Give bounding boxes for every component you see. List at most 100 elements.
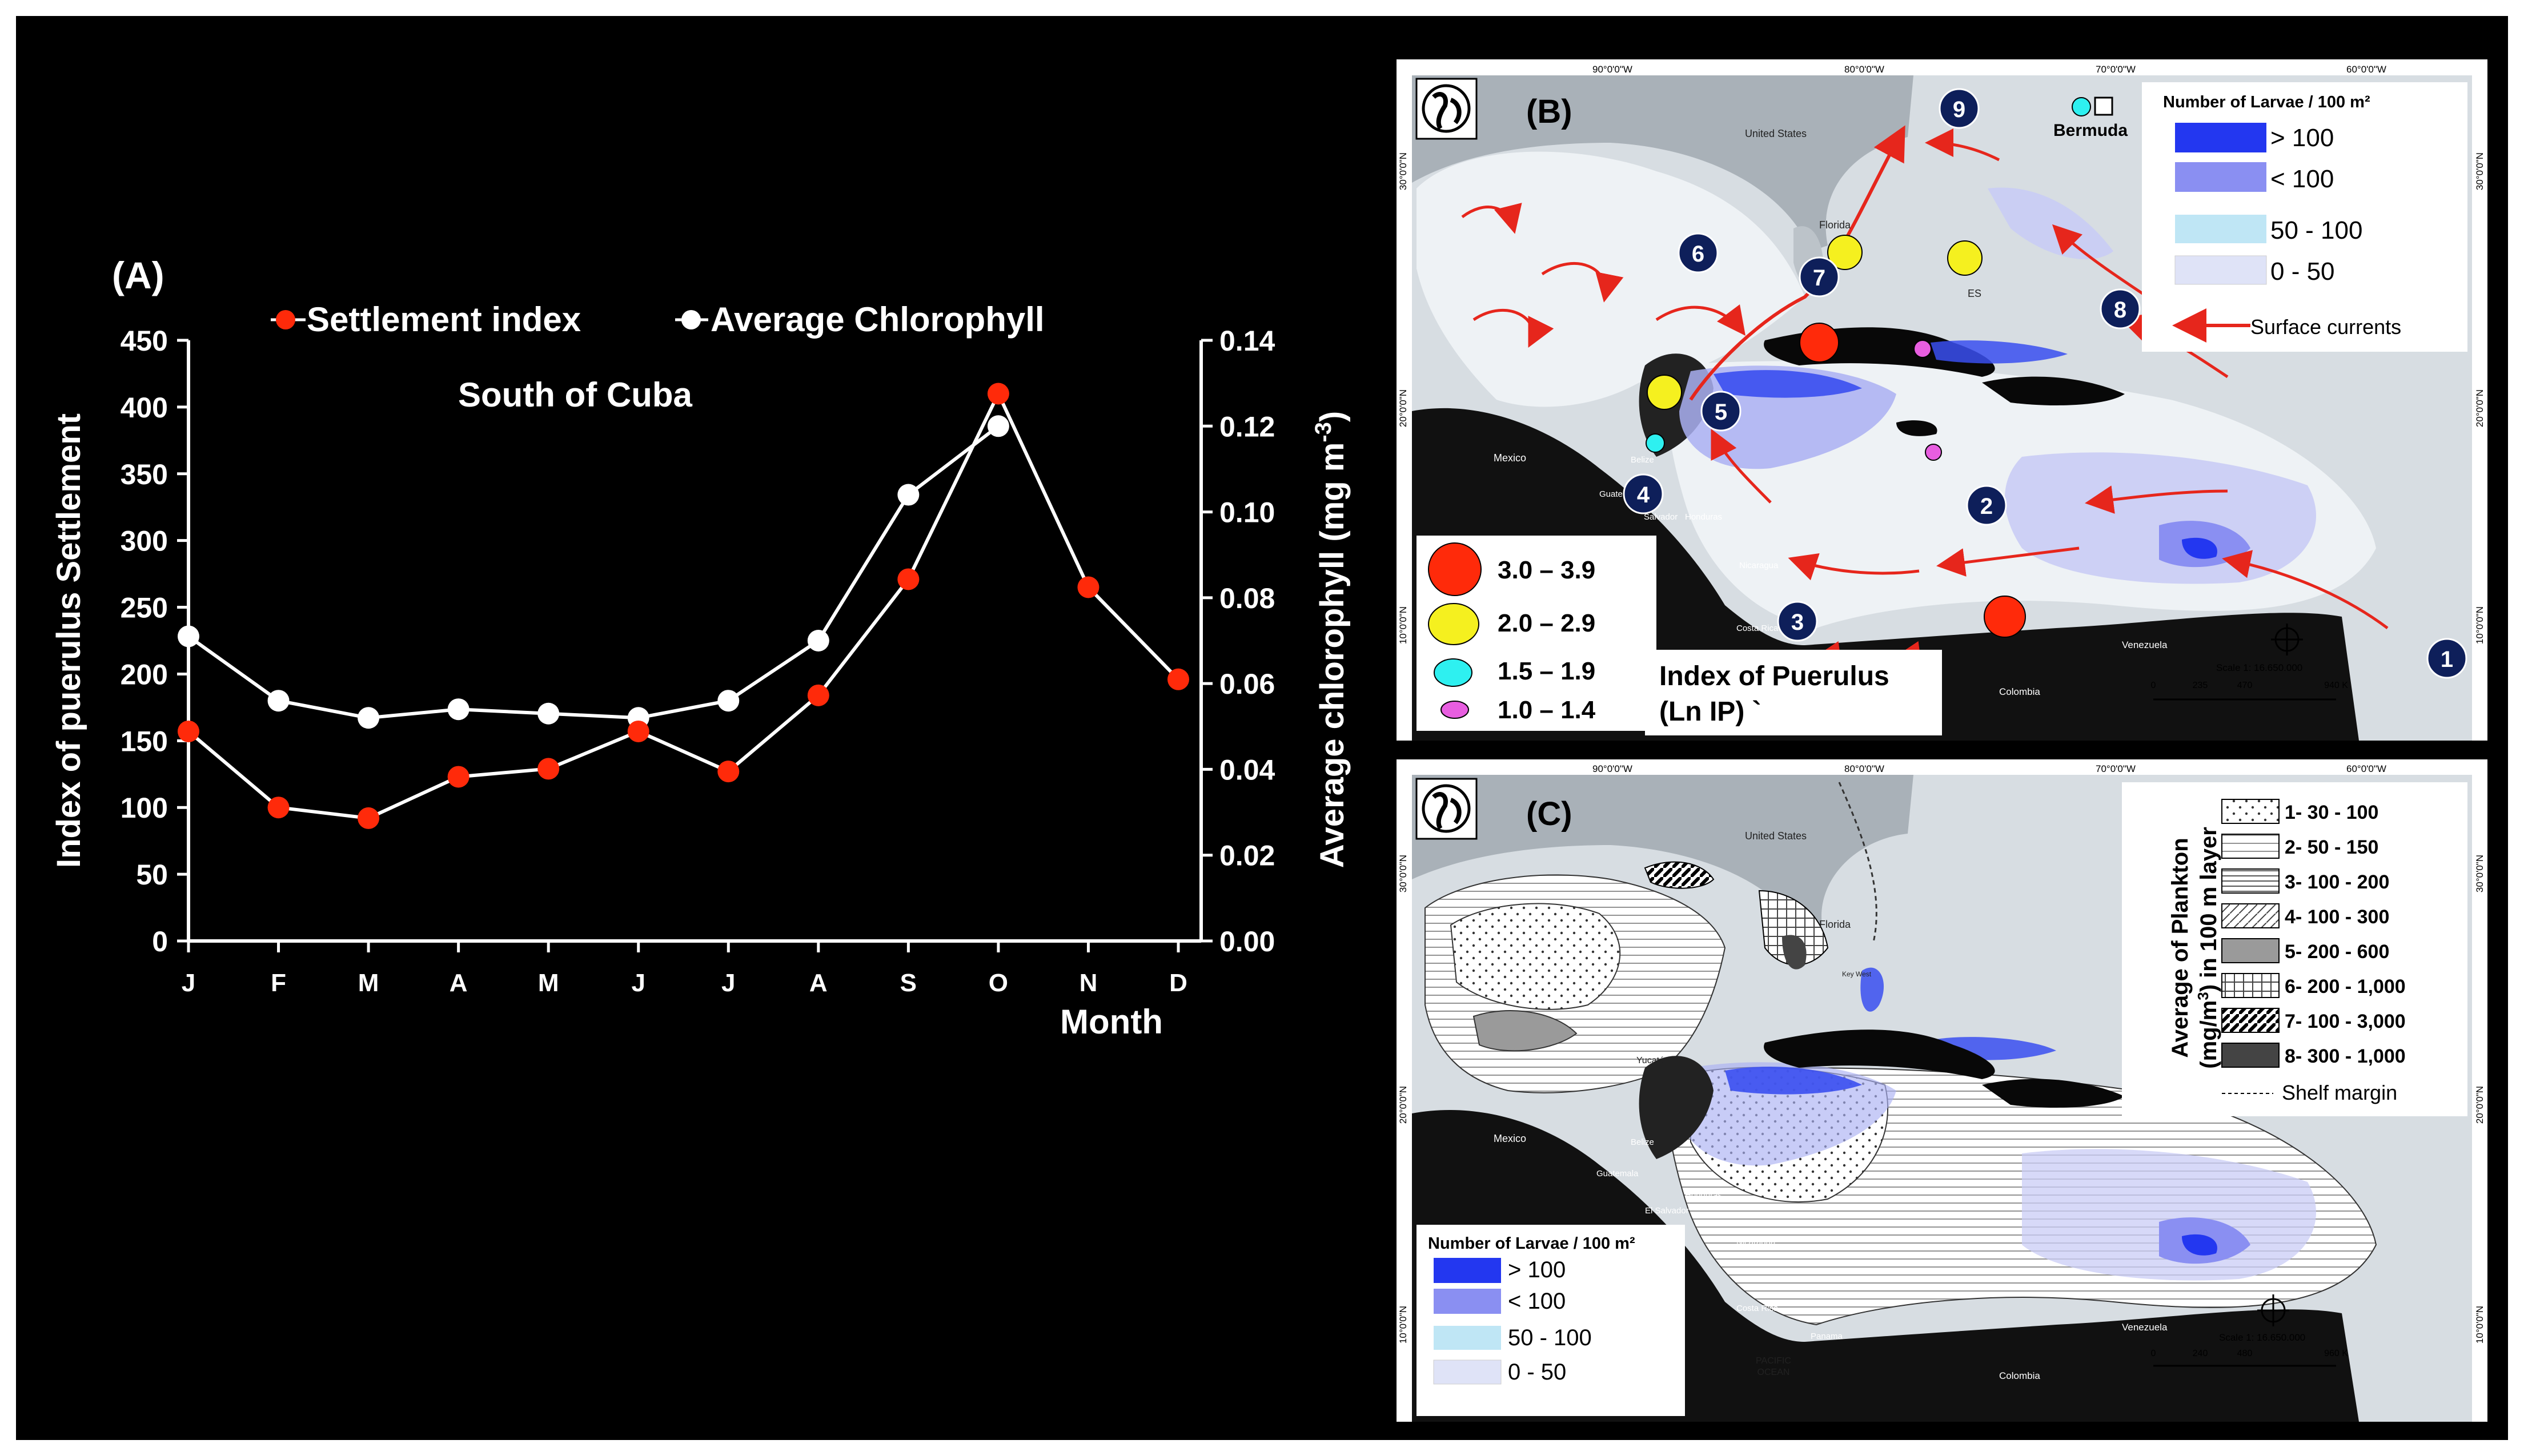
- plankton-legend-label: 2- 50 - 150: [2285, 836, 2378, 858]
- data-point: [627, 720, 649, 742]
- b-geo-salvador: Salvador: [1644, 512, 1678, 522]
- plankton-legend-label: 5- 200 - 600: [2285, 941, 2389, 963]
- data-point: [537, 758, 560, 780]
- right-tick-label: 0.10: [1219, 497, 1275, 529]
- left-tick-label: 200: [121, 658, 168, 690]
- series-line: [187, 424, 1000, 720]
- panel-b-jamaica-land: [1896, 420, 1937, 436]
- c-geo-florida: Florida: [1819, 919, 1851, 930]
- b-ip-label-1-5: 1.5 – 1.9: [1498, 657, 1595, 685]
- b-geo-costa-rica: Costa Rica: [1736, 624, 1779, 633]
- plankton-legend-label: 8- 300 - 1,000: [2285, 1045, 2406, 1067]
- c-geo-colombia: Colombia: [1999, 1370, 2040, 1381]
- panel-c-cuba-land: [1764, 1029, 1995, 1079]
- panel-b-usa-land: [1412, 75, 1913, 251]
- x-tick-label: S: [900, 969, 917, 997]
- c-scale-text: Scale 1: 16.650.000: [2219, 1332, 2305, 1343]
- right-y-axis-title-close: ): [1314, 411, 1351, 422]
- b-ip-title-box: [1645, 650, 1942, 735]
- c-larvae-legend: [1417, 1225, 1685, 1416]
- b-geo-es: ES: [1968, 288, 1981, 299]
- plankton-legend-swatch: [2221, 1008, 2280, 1033]
- b-ip-label-3: 3.0 – 3.9: [1498, 556, 1595, 584]
- data-point: [358, 707, 380, 729]
- b-scale-tick-2: 470: [2237, 681, 2253, 690]
- c-geo-venezuela: Venezuela: [2122, 1322, 2168, 1333]
- plankton-legend-swatch: [2221, 834, 2280, 859]
- c-larvae-swatch-50-100: [1434, 1326, 1501, 1350]
- b-lon-80w-top: 80°0'0"W: [1844, 64, 1884, 75]
- x-tick-label: F: [271, 969, 286, 997]
- b-ip-swatch-1: [1440, 701, 1469, 719]
- right-tick-label: 0.00: [1219, 926, 1275, 958]
- right-tick-label: 0.12: [1219, 411, 1275, 443]
- c-lon-60w-bottom: 60°0'0"W: [2346, 1425, 2386, 1435]
- right-y-axis-title-sup: -3: [1311, 422, 1336, 443]
- data-point: [358, 807, 380, 829]
- b-scale-text: Scale 1: 16.650.000: [2216, 662, 2302, 673]
- right-y-axis-title-main: Average chlorophyll (mg m: [1314, 443, 1351, 868]
- c-shelf-margin-label: Shelf margin: [2282, 1081, 2397, 1104]
- left-tick-label: 250: [121, 592, 168, 624]
- c-geo-ocean: OCEAN: [1757, 1367, 1790, 1377]
- c-globe-icon: [1422, 784, 1471, 833]
- data-point: [897, 568, 920, 590]
- legend-settlement-marker: [276, 310, 295, 329]
- c-geo-mexico: Mexico: [1494, 1133, 1526, 1144]
- panel-c-hispaniola-land: [1982, 1079, 2125, 1108]
- b-ip-label-1: 1.0 – 1.4: [1498, 696, 1596, 724]
- data-point: [447, 698, 470, 721]
- site-marker: [1777, 601, 1818, 642]
- b-geo-colombia: Colombia: [1999, 686, 2040, 697]
- bermuda-inset-icon: [2094, 96, 2113, 116]
- right-tick-label: 0.08: [1219, 582, 1275, 614]
- plankton-legend-swatch: [2221, 938, 2280, 963]
- c-geo-key-west: Key West: [1842, 970, 1872, 978]
- c-lon-90w-bottom: 90°0'0"W: [1592, 1425, 1632, 1435]
- c-geo-el-salvador: El Salvador: [1645, 1206, 1689, 1216]
- larvae-patch-cuba-gt-100: [1714, 370, 1862, 398]
- plankton-legend-swatch: [2221, 1043, 2280, 1068]
- x-tick-label: O: [989, 969, 1008, 997]
- site-marker: [2426, 638, 2467, 679]
- x-tick-label: A: [450, 969, 468, 997]
- c-geo-panama: Panama: [1811, 1332, 1843, 1341]
- plankton-legend-swatch: [2221, 868, 2280, 894]
- b-scale-tick-1: 235: [2193, 681, 2208, 690]
- larvae-patch-bahamas: [1931, 340, 2068, 364]
- c-lat-10n-right: 10°0'0"N: [2474, 1306, 2485, 1344]
- panel-b-label: (B): [1526, 93, 1572, 130]
- x-tick-label: J: [182, 969, 195, 997]
- panel-a-label: (A): [112, 254, 164, 296]
- plankton-legend-label: 3- 100 - 200: [2285, 871, 2389, 893]
- b-larvae-swatch-gt100: [2175, 123, 2266, 152]
- c-scale-tick-3: 960 K: [2324, 1349, 2348, 1358]
- c-geo-pacific: PACIFIC: [1756, 1356, 1791, 1366]
- x-tick-label: M: [358, 969, 379, 997]
- ip-circle-venezuela: [1984, 596, 2026, 638]
- b-geo-belize: Belize: [1631, 455, 1654, 465]
- legend-chlorophyll-marker: [681, 310, 701, 329]
- data-point: [267, 797, 290, 819]
- b-larvae-label-lt100: < 100: [2270, 165, 2334, 193]
- site-marker-label: 5: [1715, 400, 1727, 425]
- b-lat-30n-right: 30°0'0"N: [2474, 152, 2485, 190]
- left-tick-label: 400: [121, 392, 168, 424]
- ip-circle-bahamas: [1947, 240, 1983, 276]
- shelf-margin-line: [1838, 782, 1877, 943]
- x-tick-label: J: [721, 969, 735, 997]
- panel-b-hispaniola-land: [1982, 376, 2125, 405]
- site-marker-label: 3: [1791, 610, 1804, 635]
- b-lon-90w-bottom: 90°0'0"W: [1592, 744, 1632, 755]
- site-marker: [1700, 391, 1741, 432]
- plankton-legend-label: 4- 100 - 300: [2285, 906, 2389, 928]
- x-tick-label: N: [1080, 969, 1098, 997]
- b-ip-title-line1: Index of Puerulus: [1659, 661, 1889, 691]
- site-marker: [2100, 288, 2141, 329]
- c-larvae-swatch-gt100: [1434, 1258, 1501, 1283]
- data-point: [178, 720, 199, 742]
- b-ip-label-2: 2.0 – 2.9: [1498, 609, 1595, 637]
- b-geo-bermuda: Bermuda: [2053, 121, 2128, 140]
- data-point: [267, 690, 290, 712]
